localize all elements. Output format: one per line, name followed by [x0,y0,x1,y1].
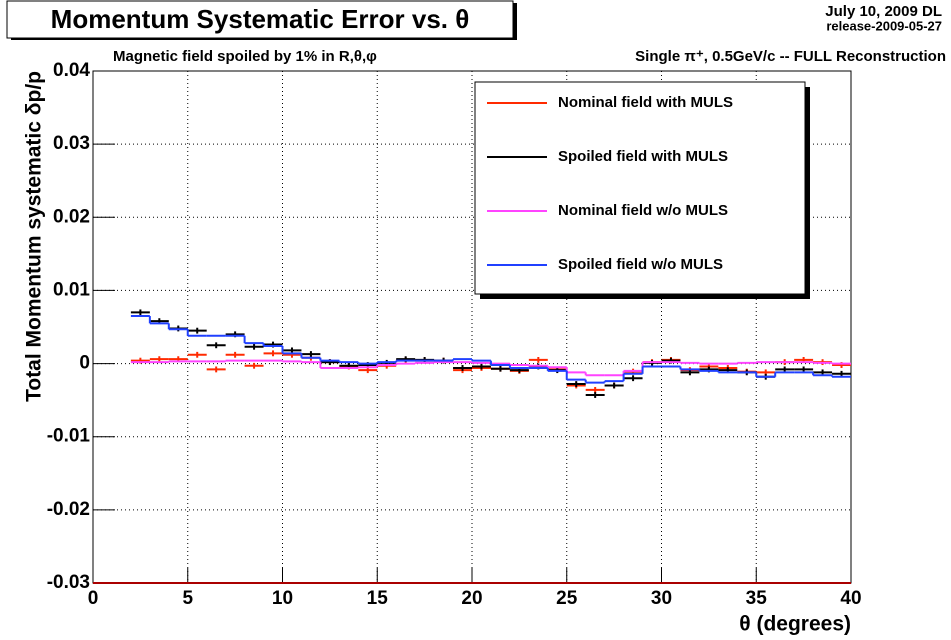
date: July 10, 2009 DL [825,3,942,20]
legend-label: Nominal field w/o MULS [558,202,728,219]
x-axis-label: θ (degrees) [739,613,851,636]
x-tick-label: 5 [182,588,193,609]
x-tick-label: 20 [461,588,482,609]
x-tick-label: 15 [367,588,389,609]
subtitle-left: Magnetic field spoiled by 1% in R,θ,φ [113,48,377,65]
legend-label: Spoiled field with MULS [558,148,728,165]
y-tick-label: -0.01 [47,426,91,447]
legend-box [474,81,806,295]
x-tick-label: 10 [272,588,293,609]
y-axis-label: Total Momentum systematic δp/p [23,71,46,402]
y-tick-label: 0 [79,353,90,374]
legend-label: Nominal field with MULS [558,94,733,111]
x-tick-label: 25 [556,588,578,609]
legend: Nominal field with MULS Spoiled field wit… [474,81,810,299]
x-tick-label: 30 [651,588,672,609]
legend-label: Spoiled field w/o MULS [558,256,723,273]
x-tick-label: 0 [88,588,99,609]
x-tick-label: 35 [746,588,768,609]
x-tick-label: 40 [840,588,861,609]
y-tick-label: -0.02 [47,499,90,520]
subtitle-right: Single π⁺, 0.5GeV/c -- FULL Reconstructi… [635,48,946,65]
release: release-2009-05-27 [826,18,942,33]
title-box [6,0,514,39]
y-tick-label: 0.03 [53,133,90,154]
y-tick-label: 0.04 [53,60,90,81]
y-tick-label: 0.02 [53,206,90,227]
y-tick-label: 0.01 [53,279,90,300]
y-tick-label: -0.03 [47,572,90,593]
chart-title: Momentum Systematic Error vs. θ [51,4,470,34]
